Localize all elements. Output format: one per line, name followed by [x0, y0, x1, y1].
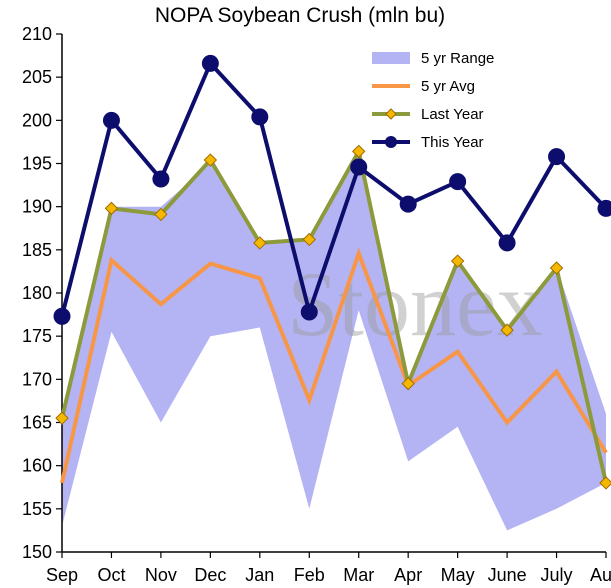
y-tick-label: 185 — [22, 240, 52, 260]
legend-marker-this-year — [385, 136, 397, 148]
y-tick-label: 175 — [22, 326, 52, 346]
point-last-year — [401, 376, 415, 391]
point-this-year — [201, 54, 219, 72]
y-tick-label: 170 — [22, 369, 52, 389]
y-tick-label: 210 — [22, 24, 52, 44]
legend-label-last-year: Last Year — [421, 106, 484, 123]
legend-label-5-yr-range: 5 yr Range — [421, 50, 494, 67]
point-this-year — [350, 158, 368, 176]
point-this-year — [300, 303, 318, 321]
y-tick-label: 150 — [22, 542, 52, 562]
chart-title: NOPA Soybean Crush (mln bu) — [155, 4, 445, 27]
point-this-year — [449, 173, 467, 191]
point-this-year — [498, 234, 516, 252]
point-last-year — [549, 261, 564, 275]
point-last-year — [104, 201, 119, 216]
x-tick-label: July — [541, 565, 573, 585]
x-tick-label: June — [488, 565, 527, 585]
range-band — [62, 154, 606, 531]
point-this-year — [102, 111, 120, 129]
y-tick-label: 195 — [22, 154, 52, 174]
x-tick-label: Apr — [394, 565, 422, 585]
point-last-year — [500, 323, 514, 337]
y-tick-label: 190 — [22, 197, 52, 217]
plot-area: Stonex1501551601651701751801851901952002… — [22, 24, 611, 585]
point-last-year — [450, 254, 465, 268]
legend-swatch-5-yr-range — [372, 52, 410, 64]
x-tick-label: Sep — [46, 565, 78, 585]
point-this-year — [399, 195, 417, 213]
point-this-year — [53, 307, 71, 325]
point-this-year — [152, 170, 170, 188]
point-last-year — [302, 232, 316, 247]
x-tick-label: Dec — [194, 565, 226, 585]
x-tick-label: Jan — [245, 565, 274, 585]
point-last-year — [599, 476, 611, 490]
x-tick-label: Nov — [145, 565, 177, 585]
legend-label-5-yr-avg: 5 yr Avg — [421, 78, 475, 95]
point-last-year — [154, 207, 168, 222]
x-tick-label: Feb — [294, 565, 325, 585]
point-last-year — [203, 153, 218, 167]
point-this-year — [597, 199, 611, 217]
legend-marker-last-year — [385, 108, 397, 120]
legend: 5 yr Range 5 yr Avg Last Year This Year — [372, 50, 494, 151]
point-this-year — [251, 108, 269, 126]
point-this-year — [548, 148, 566, 166]
point-last-year — [253, 236, 267, 250]
series-line-this-year — [60, 59, 608, 320]
x-tick-label: May — [441, 565, 475, 585]
x-tick-label: Aug — [590, 565, 611, 585]
series-line-last-year — [60, 145, 608, 484]
x-tick-label: Mar — [343, 565, 374, 585]
y-tick-label: 160 — [22, 456, 52, 476]
series-line-5-yr-avg — [60, 247, 608, 484]
y-tick-label: 155 — [22, 499, 52, 519]
y-tick-label: 200 — [22, 110, 52, 130]
legend-label-this-year: This Year — [421, 134, 484, 151]
point-last-year — [352, 144, 366, 159]
y-tick-label: 205 — [22, 67, 52, 87]
point-last-year — [55, 411, 69, 425]
y-tick-label: 165 — [22, 413, 52, 433]
x-tick-label: Oct — [97, 565, 125, 585]
y-tick-label: 180 — [22, 283, 52, 303]
